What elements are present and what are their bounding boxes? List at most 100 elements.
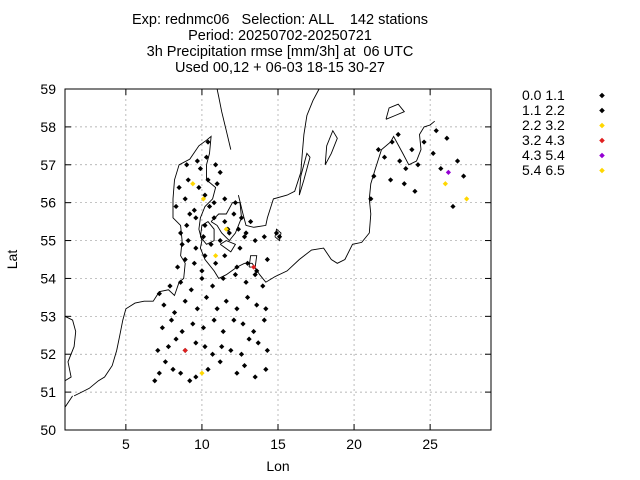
station-point: [178, 370, 184, 376]
station-point: [214, 181, 220, 187]
station-point: [190, 181, 196, 187]
station-point: [178, 279, 184, 285]
title-line-experiment: Exp: rednmc06 Selection: ALL 142 station…: [131, 12, 429, 28]
station-point: [415, 162, 421, 168]
station-point: [200, 325, 207, 331]
station-point: [190, 321, 196, 327]
station-point: [156, 370, 162, 376]
x-axis-label: Lon: [266, 458, 289, 474]
legend-marker: [599, 137, 605, 144]
station-point: [251, 328, 257, 335]
station-point: [381, 154, 388, 160]
data-points-layer: [152, 128, 470, 384]
y-tick-label: 53: [40, 308, 56, 324]
station-point: [217, 237, 223, 244]
station-point: [255, 340, 261, 346]
station-point: [217, 359, 223, 365]
station-point: [231, 317, 237, 323]
station-point: [162, 359, 169, 365]
y-tick-label: 50: [40, 422, 56, 438]
station-point: [152, 378, 158, 384]
station-point: [244, 260, 251, 266]
coastline: [298, 152, 311, 196]
station-point: [231, 211, 237, 217]
station-point: [200, 196, 207, 202]
station-point: [421, 139, 427, 145]
station-point: [173, 336, 179, 342]
station-point: [155, 347, 161, 354]
station-point: [222, 253, 228, 259]
station-point: [244, 294, 251, 300]
station-point: [368, 196, 374, 202]
coastline: [64, 395, 73, 408]
station-point: [187, 211, 193, 217]
legend-marker: [599, 92, 605, 99]
station-point: [371, 173, 377, 179]
station-point: [430, 150, 436, 157]
station-point: [276, 234, 283, 240]
station-point: [188, 287, 194, 293]
station-point: [264, 256, 270, 263]
station-point: [273, 230, 280, 236]
station-point: [260, 283, 266, 289]
station-point: [241, 362, 248, 369]
station-point: [375, 147, 382, 153]
legend-entry-label: 1.1 2.2: [522, 102, 565, 118]
station-point: [263, 306, 269, 312]
station-point: [243, 230, 249, 236]
station-point: [214, 306, 220, 312]
station-point: [232, 272, 238, 278]
legend: 0.0 1.11.1 2.22.2 3.23.2 4.34.3 5.45.4 6…: [522, 87, 605, 178]
station-point: [185, 237, 191, 244]
station-point: [461, 173, 467, 179]
station-point: [159, 325, 165, 331]
station-point: [206, 203, 213, 210]
station-point: [211, 200, 217, 206]
station-point: [261, 234, 267, 240]
coastline: [324, 129, 338, 166]
station-point: [401, 181, 407, 187]
y-tick-label: 57: [40, 157, 56, 173]
station-point: [433, 128, 439, 134]
station-point: [445, 169, 451, 175]
station-point: [234, 370, 240, 376]
station-point: [264, 347, 270, 354]
station-point: [248, 219, 254, 225]
coastline: [73, 120, 435, 397]
station-point: [223, 226, 229, 232]
station-point: [219, 344, 225, 350]
station-point: [252, 374, 258, 380]
coastline: [216, 88, 232, 150]
station-point: [444, 135, 450, 141]
coastline: [199, 221, 215, 245]
title-line-period: Period: 20250702-20250721: [188, 28, 372, 44]
station-point: [232, 200, 238, 206]
station-point: [228, 347, 234, 354]
coastline: [385, 103, 406, 120]
station-point: [222, 219, 228, 225]
station-point: [193, 245, 199, 251]
y-tick-label: 51: [40, 384, 56, 400]
x-tick-label: 5: [122, 436, 130, 452]
station-point: [200, 234, 207, 240]
station-point: [182, 347, 188, 354]
station-point: [179, 241, 185, 247]
station-point: [202, 222, 208, 228]
station-point: [202, 192, 208, 198]
station-point: [251, 264, 257, 270]
station-point: [174, 264, 181, 270]
station-point: [178, 230, 184, 236]
station-point: [191, 207, 197, 213]
station-point: [193, 374, 199, 380]
legend-marker: [599, 107, 605, 114]
station-point: [173, 203, 179, 210]
y-axis-label: Lat: [4, 250, 20, 270]
y-tick-label: 54: [40, 270, 56, 286]
station-point: [252, 237, 258, 244]
station-point: [243, 279, 249, 285]
y-tick-label: 52: [40, 346, 56, 362]
station-point: [167, 283, 173, 289]
station-point: [193, 215, 199, 221]
station-point: [223, 298, 229, 304]
